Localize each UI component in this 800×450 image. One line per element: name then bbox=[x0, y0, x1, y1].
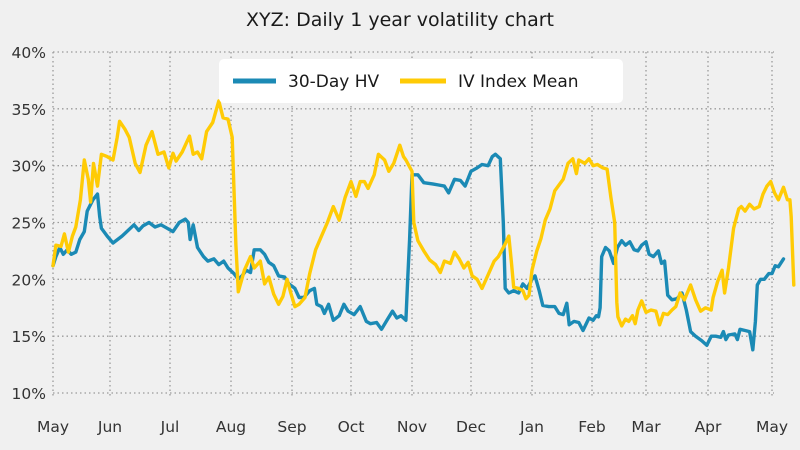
y-tick-label: 30% bbox=[12, 158, 46, 176]
y-tick-label: 15% bbox=[12, 328, 46, 346]
x-tick-label: May bbox=[756, 418, 788, 436]
x-tick-label: Apr bbox=[695, 418, 722, 436]
legend-label-iv: IV Index Mean bbox=[458, 72, 579, 92]
chart-title: XYZ: Daily 1 year volatility chart bbox=[246, 9, 554, 31]
series-lines bbox=[51, 99, 796, 352]
x-tick-label: Nov bbox=[397, 418, 427, 436]
x-tick-label: Sep bbox=[277, 418, 306, 436]
y-tick-label: 10% bbox=[12, 385, 46, 403]
y-tick-label: 35% bbox=[12, 101, 46, 119]
legend: 30-Day HV IV Index Mean bbox=[219, 59, 623, 103]
y-axis-ticks: 10% 15% 20% 25% 30% 35% 40% bbox=[12, 44, 46, 403]
x-tick-label: Jul bbox=[160, 418, 180, 436]
y-tick-label: 20% bbox=[12, 271, 46, 289]
y-tick-label: 40% bbox=[12, 44, 46, 62]
y-tick-label: 25% bbox=[12, 215, 46, 233]
x-tick-label: Aug bbox=[216, 418, 246, 436]
series-line-30-day-hv bbox=[51, 152, 786, 352]
x-tick-label: Oct bbox=[338, 418, 365, 436]
series-line-iv-index-mean bbox=[51, 99, 796, 328]
x-tick-label: Mar bbox=[631, 418, 661, 436]
x-tick-label: Feb bbox=[578, 418, 605, 436]
x-tick-label: Dec bbox=[456, 418, 486, 436]
x-tick-label: Jun bbox=[97, 418, 122, 436]
x-tick-label: May bbox=[37, 418, 69, 436]
legend-label-hv: 30-Day HV bbox=[288, 72, 380, 92]
x-axis-ticks: May Jun Jul Aug Sep Oct Nov Dec Jan Feb Mar Apr May bbox=[37, 418, 788, 436]
x-tick-label: Jan bbox=[519, 418, 544, 436]
